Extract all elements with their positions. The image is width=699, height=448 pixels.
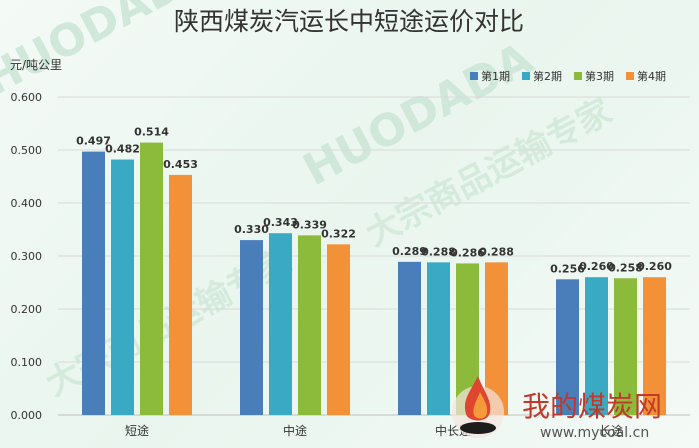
legend-swatch [574, 72, 582, 80]
data-label: 0.330 [234, 223, 269, 236]
legend-label: 第2期 [533, 69, 562, 83]
bar [398, 261, 421, 415]
legend-swatch [470, 72, 478, 80]
bar [327, 244, 350, 415]
y-tick-label: 0.300 [11, 250, 43, 263]
bar [140, 142, 163, 415]
bar [82, 151, 105, 415]
y-tick-label: 0.200 [11, 303, 43, 316]
data-label: 0.286 [450, 246, 485, 259]
data-label: 0.453 [163, 158, 198, 171]
grid-layer [58, 96, 690, 416]
bar [556, 279, 579, 415]
flame-icon [452, 376, 504, 438]
bars-layer [82, 142, 666, 415]
data-label: 0.343 [263, 216, 298, 229]
site-name: 我的煤炭网 [522, 390, 662, 423]
bar [456, 263, 479, 415]
data-label: 0.260 [637, 260, 672, 273]
bar [585, 277, 608, 415]
legend-swatch [626, 72, 634, 80]
y-tick-label: 0.000 [11, 409, 43, 422]
data-label: 0.482 [105, 143, 140, 156]
x-tick-label: 短途 [125, 423, 149, 438]
data-label: 0.288 [479, 245, 514, 258]
y-tick-label: 0.600 [11, 91, 43, 104]
site-logo: 我的煤炭网 www.mycoal.cn [452, 376, 662, 441]
legend-swatch [522, 72, 530, 80]
data-label: 0.260 [579, 260, 614, 273]
y-tick-label: 0.400 [11, 197, 43, 210]
bar [269, 233, 292, 415]
data-label: 0.258 [608, 261, 643, 274]
y-tick-labels: 0.000 0.100 0.200 0.300 0.400 0.500 0.600 [11, 91, 43, 422]
bar [485, 262, 508, 415]
data-label: 0.256 [550, 262, 585, 275]
data-label: 0.322 [321, 227, 356, 240]
bar [240, 240, 263, 415]
data-label: 0.514 [134, 126, 169, 139]
bar [169, 174, 192, 415]
legend-label: 第1期 [481, 69, 510, 83]
site-url: www.mycoal.cn [540, 425, 649, 441]
data-label: 0.289 [392, 245, 427, 258]
x-tick-label: 中途 [283, 423, 307, 438]
data-label: 0.497 [76, 135, 111, 148]
legend: 第1期 第2期 第3期 第4期 [470, 69, 666, 83]
bar [643, 277, 666, 415]
data-label: 0.288 [421, 245, 456, 258]
y-axis-label: 元/吨公里 [10, 58, 62, 72]
data-label: 0.339 [292, 218, 327, 231]
bar [298, 235, 321, 415]
legend-label: 第3期 [585, 69, 614, 83]
y-tick-label: 0.100 [11, 356, 43, 369]
legend-label: 第4期 [637, 69, 666, 83]
x-tick-label: 长途 [599, 423, 623, 438]
bar [111, 159, 134, 415]
chart-title: 陕西煤炭汽运长中短途运价对比 [174, 7, 524, 36]
bar [427, 262, 450, 415]
bar [614, 278, 637, 415]
y-tick-label: 0.500 [11, 144, 43, 157]
